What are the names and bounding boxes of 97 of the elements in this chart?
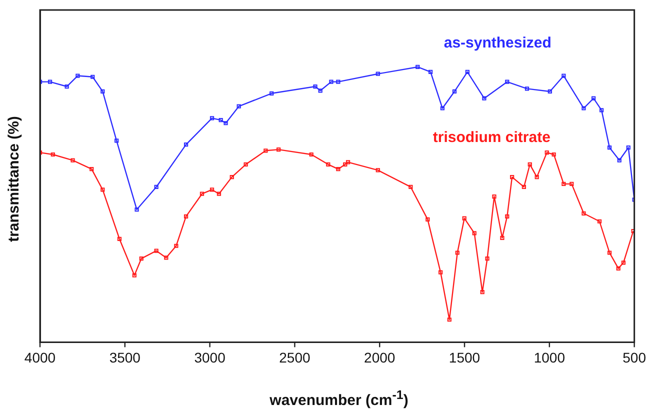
x-tick-label: 3000 — [194, 349, 226, 366]
point — [528, 162, 532, 166]
point — [76, 74, 80, 78]
point — [139, 256, 144, 261]
point — [100, 89, 105, 94]
point — [548, 89, 552, 94]
point — [472, 231, 476, 236]
point — [562, 182, 566, 186]
x-tick-label: 2000 — [364, 349, 396, 366]
point — [264, 148, 268, 153]
point — [416, 64, 420, 70]
point — [631, 228, 634, 234]
point — [376, 168, 380, 172]
x-tick-label: 500 — [622, 349, 646, 366]
point — [485, 256, 490, 261]
x-tick-label: 3500 — [109, 349, 141, 366]
point — [570, 182, 574, 186]
point — [313, 84, 318, 89]
point — [48, 80, 52, 84]
point — [184, 214, 188, 218]
point — [510, 175, 514, 180]
point — [562, 74, 566, 78]
point — [174, 244, 178, 248]
point — [276, 147, 281, 152]
point — [492, 194, 496, 199]
x-tick-label: 1000 — [534, 349, 566, 366]
point — [617, 158, 622, 162]
point — [336, 167, 340, 172]
point — [582, 106, 586, 110]
point — [582, 211, 586, 216]
point — [164, 256, 168, 260]
point — [132, 273, 136, 278]
point — [224, 121, 228, 126]
point — [607, 250, 612, 255]
point — [426, 217, 430, 222]
point — [90, 74, 95, 79]
x-axis-title: wavenumber (cm$^{-1}$) — [268, 388, 410, 409]
y-axis-title: transmittance (%) — [6, 116, 22, 242]
series-label: trisodium citrate — [432, 129, 550, 146]
point — [346, 160, 350, 164]
point — [134, 207, 139, 212]
point — [447, 318, 452, 322]
point — [216, 192, 222, 196]
x-tick-label: 4000 — [24, 349, 56, 366]
point — [326, 162, 330, 166]
point — [318, 88, 322, 93]
point — [544, 150, 549, 155]
point — [244, 162, 248, 166]
point — [462, 216, 466, 220]
point — [616, 266, 620, 270]
point — [482, 96, 486, 100]
point — [90, 167, 94, 172]
point — [270, 91, 274, 96]
point — [480, 290, 484, 294]
point — [154, 248, 158, 253]
point — [329, 80, 334, 84]
point — [438, 270, 443, 274]
point — [408, 184, 413, 190]
point — [621, 260, 626, 265]
point — [64, 84, 69, 89]
point — [626, 146, 630, 150]
point — [455, 250, 460, 255]
point — [440, 106, 444, 110]
point — [452, 89, 457, 94]
point — [500, 236, 504, 240]
x-tick-label: 1500 — [448, 349, 480, 366]
point — [236, 104, 241, 108]
series-label: as-synthesized — [444, 34, 552, 52]
point — [70, 158, 75, 162]
point — [522, 184, 526, 190]
point — [230, 175, 234, 180]
point — [309, 152, 314, 157]
point — [210, 188, 214, 192]
point — [336, 80, 340, 84]
point — [465, 70, 470, 74]
point — [505, 80, 510, 84]
point — [184, 142, 188, 147]
point — [154, 184, 158, 190]
point — [210, 116, 214, 120]
point — [50, 152, 55, 157]
point — [592, 96, 596, 100]
point — [343, 162, 348, 166]
point — [200, 192, 204, 196]
point — [524, 86, 530, 91]
point — [428, 70, 433, 74]
point — [100, 188, 105, 192]
x-tick-label: 2500 — [279, 349, 310, 366]
point — [607, 146, 612, 150]
point — [218, 118, 223, 122]
point — [117, 236, 122, 242]
point — [534, 175, 539, 180]
point — [505, 214, 510, 218]
point — [114, 138, 119, 143]
point — [599, 108, 604, 112]
point — [597, 219, 602, 224]
point — [552, 152, 556, 157]
point — [376, 72, 380, 76]
